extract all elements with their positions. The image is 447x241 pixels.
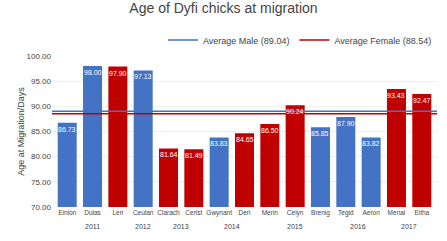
svg-text:Dulas: Dulas — [84, 209, 101, 216]
svg-text:81.49: 81.49 — [185, 152, 203, 159]
svg-text:80.00: 80.00 — [31, 152, 52, 161]
svg-text:83.83: 83.83 — [210, 140, 228, 147]
svg-text:Cerist: Cerist — [185, 209, 202, 216]
svg-text:86.50: 86.50 — [261, 127, 279, 134]
svg-text:92.47: 92.47 — [413, 97, 431, 104]
svg-text:Celyn: Celyn — [287, 209, 304, 217]
svg-text:Merin: Merin — [262, 209, 279, 216]
svg-text:90.00: 90.00 — [31, 102, 52, 111]
svg-text:85.00: 85.00 — [31, 127, 52, 136]
svg-text:87.90: 87.90 — [337, 120, 355, 127]
svg-text:81.64: 81.64 — [160, 151, 178, 158]
svg-text:Leri: Leri — [112, 209, 123, 216]
svg-text:Menai: Menai — [388, 209, 406, 216]
svg-text:2016: 2016 — [350, 223, 366, 230]
svg-text:Age at Migration/Days: Age at Migration/Days — [16, 87, 26, 176]
svg-text:97.13: 97.13 — [134, 73, 152, 80]
svg-text:86.73: 86.73 — [58, 126, 76, 133]
svg-text:Ceulan: Ceulan — [133, 209, 154, 216]
svg-text:70.00: 70.00 — [31, 203, 52, 212]
svg-text:Einion: Einion — [58, 209, 76, 216]
svg-text:100.00: 100.00 — [27, 52, 52, 61]
svg-text:85.85: 85.85 — [311, 130, 329, 137]
svg-text:Clarach: Clarach — [157, 209, 180, 216]
svg-text:Gwynant: Gwynant — [206, 209, 232, 217]
svg-text:98.00: 98.00 — [84, 69, 102, 76]
svg-text:Average Male (89.04): Average Male (89.04) — [203, 36, 289, 46]
svg-text:Deri: Deri — [239, 209, 251, 216]
svg-text:2014: 2014 — [224, 223, 240, 230]
svg-text:2013: 2013 — [173, 223, 189, 230]
svg-text:75.00: 75.00 — [31, 178, 52, 187]
svg-text:Age of Dyfi chicks at migratio: Age of Dyfi chicks at migration — [129, 0, 317, 16]
svg-text:Average Female (88.54): Average Female (88.54) — [334, 36, 431, 46]
svg-text:Aeron: Aeron — [362, 209, 380, 216]
svg-text:93.43: 93.43 — [387, 92, 405, 99]
svg-text:84.65: 84.65 — [236, 136, 254, 143]
svg-text:2012: 2012 — [135, 223, 151, 230]
svg-text:2017: 2017 — [401, 223, 417, 230]
svg-text:Eitha: Eitha — [414, 209, 429, 216]
svg-text:2011: 2011 — [85, 223, 100, 230]
svg-text:95.00: 95.00 — [31, 77, 52, 86]
svg-text:2015: 2015 — [287, 223, 303, 230]
svg-text:Tegid: Tegid — [338, 209, 354, 217]
svg-text:Brenig: Brenig — [311, 209, 330, 217]
svg-text:83.82: 83.82 — [362, 140, 380, 147]
svg-text:90.24: 90.24 — [286, 108, 304, 115]
svg-text:97.90: 97.90 — [109, 70, 127, 77]
